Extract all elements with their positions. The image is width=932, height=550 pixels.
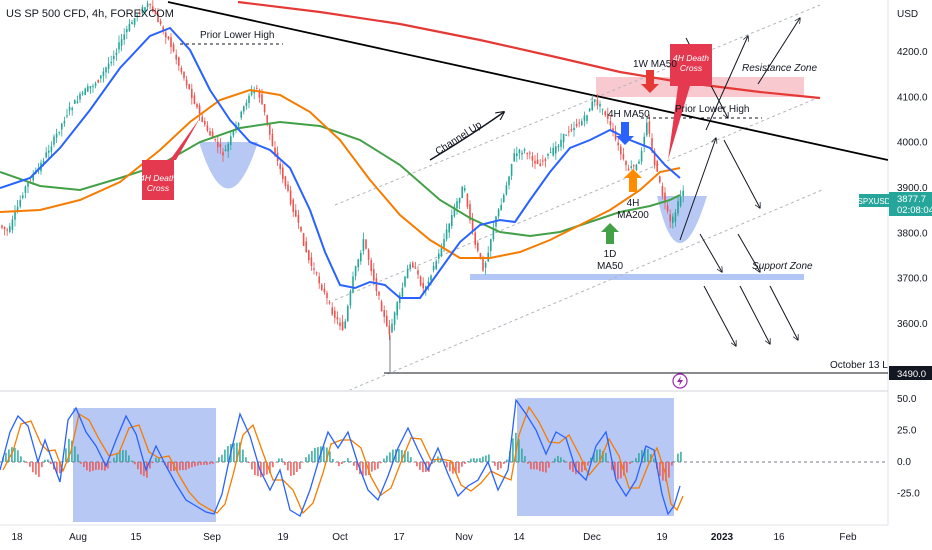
ma-1d-50-label-line1: 1D xyxy=(604,249,617,260)
symbol-label: SPXUSD xyxy=(858,197,891,206)
last-price-badge xyxy=(889,192,932,216)
trendline xyxy=(167,1,888,161)
oscillator-tick-1: 25.0 xyxy=(897,426,917,437)
death-cross-badge-left: 4H Death Cross xyxy=(140,118,200,200)
time-tick-7: Nov xyxy=(455,532,473,543)
price-tick-1: 4100.0 xyxy=(897,92,928,103)
price-tick-6: 3600.0 xyxy=(897,319,928,330)
projection-arrows xyxy=(679,18,800,346)
death-cross-left-line1: 4H Death xyxy=(140,173,176,183)
prior-lower-high-label-left: Prior Lower High xyxy=(200,30,274,41)
ma-1w-label: 1W MA50 xyxy=(633,59,677,70)
ma-4h-200-label-line2: MA200 xyxy=(617,210,649,221)
countdown-label: 02:08:04 xyxy=(897,205,932,216)
ma-4h-200-label-line1: 4H xyxy=(627,198,640,209)
oscillator-histogram xyxy=(2,432,682,482)
oscillator-tick-3: -25.0 xyxy=(897,489,920,500)
death-cross-left-line2: Cross xyxy=(147,183,170,193)
death-cross-badge-right: 4H Death Cross xyxy=(668,44,712,160)
support-zone xyxy=(470,274,804,280)
price-tick-0: 4200.0 xyxy=(897,47,928,58)
october-low-label: October 13 Low xyxy=(830,360,901,371)
time-axis-ticks[interactable]: 18 Aug 15 Sep 19 Oct 17 Nov 14 Dec 19 2023 16 Feb xyxy=(11,532,857,543)
marked-level-label: 3490.0 xyxy=(897,369,926,380)
ma-4h-50-label: 4H MA50 xyxy=(608,109,650,120)
price-tick-3: 3900.0 xyxy=(897,183,928,194)
ma-4h-200-orange-arrow xyxy=(624,169,642,192)
price-tick-2: 4000.0 xyxy=(897,138,928,149)
support-zone-label: Support Zone xyxy=(752,261,813,272)
marked-level-badge xyxy=(889,366,932,380)
chart-title: US SP 500 CFD, 4h, FOREXCOM xyxy=(6,8,174,20)
channel-lower-line xyxy=(348,189,823,390)
ma-1d-50-green-arrow xyxy=(601,223,619,244)
ma-1w-line xyxy=(237,0,821,100)
channel-up-arrow xyxy=(429,112,504,161)
candlestick-series xyxy=(1,0,684,341)
time-tick-2: 15 xyxy=(130,532,142,543)
time-tick-8: 14 xyxy=(513,532,525,543)
oscillator-main-line xyxy=(0,398,681,517)
time-tick-4: 19 xyxy=(277,532,289,543)
ma-4h-200-line xyxy=(0,88,681,259)
time-tick-10: 19 xyxy=(656,532,668,543)
lightning-icon xyxy=(677,376,683,386)
ma-4h-50-line xyxy=(0,26,681,299)
time-tick-0: 18 xyxy=(11,532,23,543)
last-price-label: 3877.7 xyxy=(897,194,926,205)
cup-shape-left xyxy=(199,142,258,189)
ma-1w-red-arrow xyxy=(641,70,659,93)
oscillator-tick-2: 0.0 xyxy=(897,457,911,468)
price-tick-4: 3800.0 xyxy=(897,228,928,239)
time-tick-1: Aug xyxy=(69,532,87,543)
resistance-zone-label: Resistance Zone xyxy=(742,63,817,74)
time-tick-3: Sep xyxy=(203,532,221,543)
oscillator-axis-ticks[interactable]: 50.0 25.0 0.0 -25.0 xyxy=(897,394,920,500)
death-cross-right-line1: 4H Death xyxy=(673,53,709,63)
ma-4h-50-blue-arrow xyxy=(616,122,634,145)
ma-1d-50-label-line2: MA50 xyxy=(597,261,624,272)
time-tick-13: Feb xyxy=(839,532,857,543)
time-tick-9: Dec xyxy=(583,532,601,543)
channel-up-label: Channel Up xyxy=(434,119,485,157)
cup-shape-right xyxy=(657,196,707,243)
time-tick-5: Oct xyxy=(332,532,348,543)
currency-label: USD xyxy=(897,9,918,20)
oscillator-signal-line xyxy=(2,405,684,515)
channel-mid-line xyxy=(334,95,823,301)
ma-1d-50-line xyxy=(0,120,681,238)
price-tick-5: 3700.0 xyxy=(897,274,928,285)
price-axis-ticks[interactable]: 4200.0 4100.0 4000.0 3900.0 3800.0 3700.0 3600… xyxy=(897,47,928,330)
time-tick-6: 17 xyxy=(393,532,405,543)
symbol-badge xyxy=(859,194,889,207)
time-tick-12: 16 xyxy=(773,532,785,543)
time-tick-11: 2023 xyxy=(711,532,734,543)
oscillator-tick-0: 50.0 xyxy=(897,394,917,405)
prior-lower-high-label-right: Prior Lower High xyxy=(675,104,749,115)
death-cross-right-line2: Cross xyxy=(680,63,703,73)
